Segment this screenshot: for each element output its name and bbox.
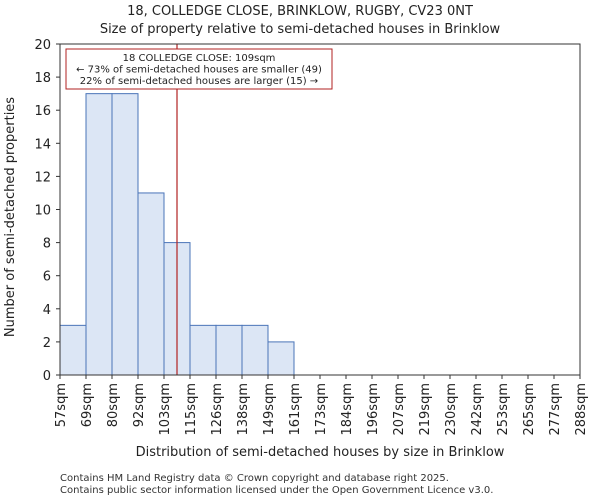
x-axis-label: Distribution of semi-detached houses by …	[136, 445, 505, 460]
x-tick-label: 57sqm	[54, 383, 69, 427]
x-tick-label: 207sqm	[392, 383, 407, 436]
x-tick-label: 196sqm	[366, 383, 381, 436]
annotation-line-3: 22% of semi-detached houses are larger (…	[80, 76, 318, 87]
y-tick-label: 0	[43, 369, 51, 384]
chart-title: 18, COLLEDGE CLOSE, BRINKLOW, RUGBY, CV2…	[127, 4, 473, 19]
x-tick-label: 277sqm	[548, 383, 563, 436]
x-tick-label: 265sqm	[522, 383, 537, 436]
chart-subtitle: Size of property relative to semi-detach…	[99, 22, 501, 37]
annotation-box	[65, 48, 333, 90]
y-tick-label: 14	[34, 137, 51, 152]
x-tick-label: 288sqm	[574, 383, 589, 436]
x-tick-label: 92sqm	[132, 383, 147, 427]
x-tick-label: 103sqm	[158, 383, 173, 436]
x-tick-label: 69sqm	[80, 383, 95, 427]
y-tick-label: 12	[34, 170, 51, 185]
y-axis-label: Number of semi-detached properties	[3, 97, 18, 337]
bar-80sqm	[111, 93, 139, 376]
annotation-line-1: 18 COLLEDGE CLOSE: 109sqm	[123, 53, 276, 64]
y-tick-label: 20	[34, 38, 51, 53]
x-tick-label: 115sqm	[184, 383, 199, 436]
annotation-line-2: ← 73% of semi-detached houses are smalle…	[76, 65, 322, 76]
x-tick-label: 126sqm	[210, 383, 225, 436]
bar-92sqm	[137, 192, 165, 376]
bar-115sqm	[189, 324, 217, 376]
x-tick-label: 184sqm	[340, 383, 355, 436]
x-tick-label: 138sqm	[236, 383, 251, 436]
x-tick-label: 253sqm	[496, 383, 511, 436]
x-tick-label: 149sqm	[262, 383, 277, 436]
bar-126sqm	[215, 324, 243, 376]
x-tick-label: 230sqm	[444, 383, 459, 436]
x-tick-label: 219sqm	[418, 383, 433, 436]
footer-line-1: Contains HM Land Registry data © Crown c…	[60, 473, 449, 484]
y-tick-label: 4	[43, 303, 51, 318]
y-tick-label: 18	[34, 71, 51, 86]
x-tick-label: 242sqm	[470, 383, 485, 436]
y-tick-label: 6	[43, 270, 51, 285]
y-tick-label: 8	[43, 237, 51, 252]
bar-149sqm	[267, 341, 295, 376]
x-tick-label: 80sqm	[106, 383, 121, 427]
y-tick-label: 10	[34, 204, 51, 219]
x-tick-label: 173sqm	[314, 383, 329, 436]
x-tick-label: 161sqm	[288, 383, 303, 436]
bar-138sqm	[241, 324, 269, 376]
footer-line-2: Contains public sector information licen…	[60, 485, 494, 496]
y-tick-label: 2	[43, 336, 51, 351]
bar-57sqm	[59, 324, 87, 376]
y-tick-label: 16	[34, 104, 51, 119]
bar-69sqm	[85, 93, 113, 376]
